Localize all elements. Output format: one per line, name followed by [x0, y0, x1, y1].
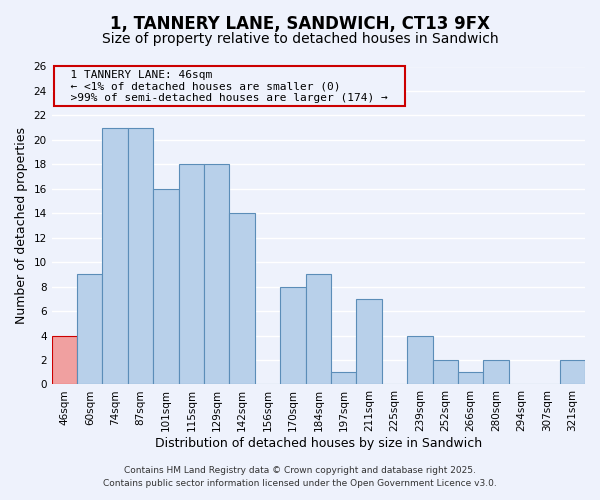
Bar: [433, 360, 458, 384]
Bar: [331, 372, 356, 384]
Text: Size of property relative to detached houses in Sandwich: Size of property relative to detached ho…: [101, 32, 499, 46]
Bar: [128, 128, 153, 384]
X-axis label: Distribution of detached houses by size in Sandwich: Distribution of detached houses by size …: [155, 437, 482, 450]
Bar: [204, 164, 229, 384]
Bar: [458, 372, 484, 384]
Bar: [280, 286, 305, 384]
Bar: [305, 274, 331, 384]
Bar: [77, 274, 103, 384]
Text: 1, TANNERY LANE, SANDWICH, CT13 9FX: 1, TANNERY LANE, SANDWICH, CT13 9FX: [110, 15, 490, 33]
Bar: [103, 128, 128, 384]
Text: Contains HM Land Registry data © Crown copyright and database right 2025.
Contai: Contains HM Land Registry data © Crown c…: [103, 466, 497, 487]
Bar: [153, 189, 179, 384]
Bar: [560, 360, 585, 384]
Y-axis label: Number of detached properties: Number of detached properties: [15, 127, 28, 324]
Bar: [52, 336, 77, 384]
Bar: [229, 213, 255, 384]
Text: 1 TANNERY LANE: 46sqm  
  ← <1% of detached houses are smaller (0)  
  >99% of s: 1 TANNERY LANE: 46sqm ← <1% of detached …: [57, 70, 401, 103]
Bar: [179, 164, 204, 384]
Bar: [356, 299, 382, 384]
Bar: [407, 336, 433, 384]
Bar: [484, 360, 509, 384]
Title: 1, TANNERY LANE, SANDWICH, CT13 9FX
Size of property relative to detached houses: 1, TANNERY LANE, SANDWICH, CT13 9FX Size…: [0, 499, 1, 500]
